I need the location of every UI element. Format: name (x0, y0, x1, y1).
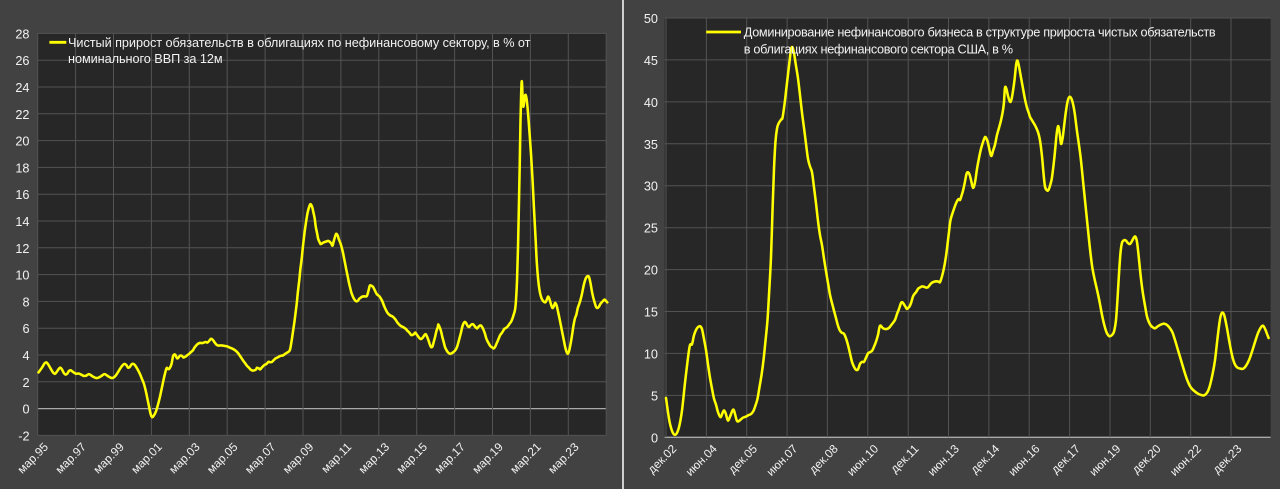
svg-text:28: 28 (15, 27, 29, 41)
svg-text:8: 8 (22, 295, 29, 309)
svg-text:10: 10 (644, 347, 658, 361)
svg-text:Доминирование нефинансового би: Доминирование нефинансового бизнеса в ст… (744, 26, 1216, 40)
svg-text:45: 45 (644, 54, 658, 68)
svg-text:18: 18 (15, 161, 29, 175)
svg-text:5: 5 (651, 389, 658, 403)
svg-text:0: 0 (22, 403, 29, 417)
svg-text:2: 2 (22, 376, 29, 390)
svg-text:6: 6 (22, 322, 29, 336)
svg-text:20: 20 (644, 264, 658, 278)
svg-text:номинального ВВП за 12м: номинального ВВП за 12м (68, 52, 223, 66)
svg-text:15: 15 (644, 306, 658, 320)
svg-text:0: 0 (651, 431, 658, 445)
svg-text:25: 25 (644, 222, 658, 236)
svg-text:30: 30 (644, 180, 658, 194)
svg-text:40: 40 (644, 96, 658, 110)
svg-text:26: 26 (15, 54, 29, 68)
svg-text:22: 22 (15, 108, 29, 122)
svg-text:в облигациях нефинансового сек: в облигациях нефинансового сектора США, … (744, 42, 1013, 56)
svg-text:16: 16 (15, 188, 29, 202)
svg-text:12: 12 (15, 242, 29, 256)
svg-text:-2: -2 (18, 429, 29, 443)
svg-text:50: 50 (644, 12, 658, 26)
svg-text:Чистый прирост обязательств в: Чистый прирост обязательств в облигациях… (68, 36, 531, 50)
svg-text:14: 14 (15, 215, 29, 229)
svg-text:4: 4 (22, 349, 29, 363)
svg-text:10: 10 (15, 269, 29, 283)
svg-text:35: 35 (644, 138, 658, 152)
svg-text:20: 20 (15, 135, 29, 149)
svg-text:24: 24 (15, 81, 29, 95)
